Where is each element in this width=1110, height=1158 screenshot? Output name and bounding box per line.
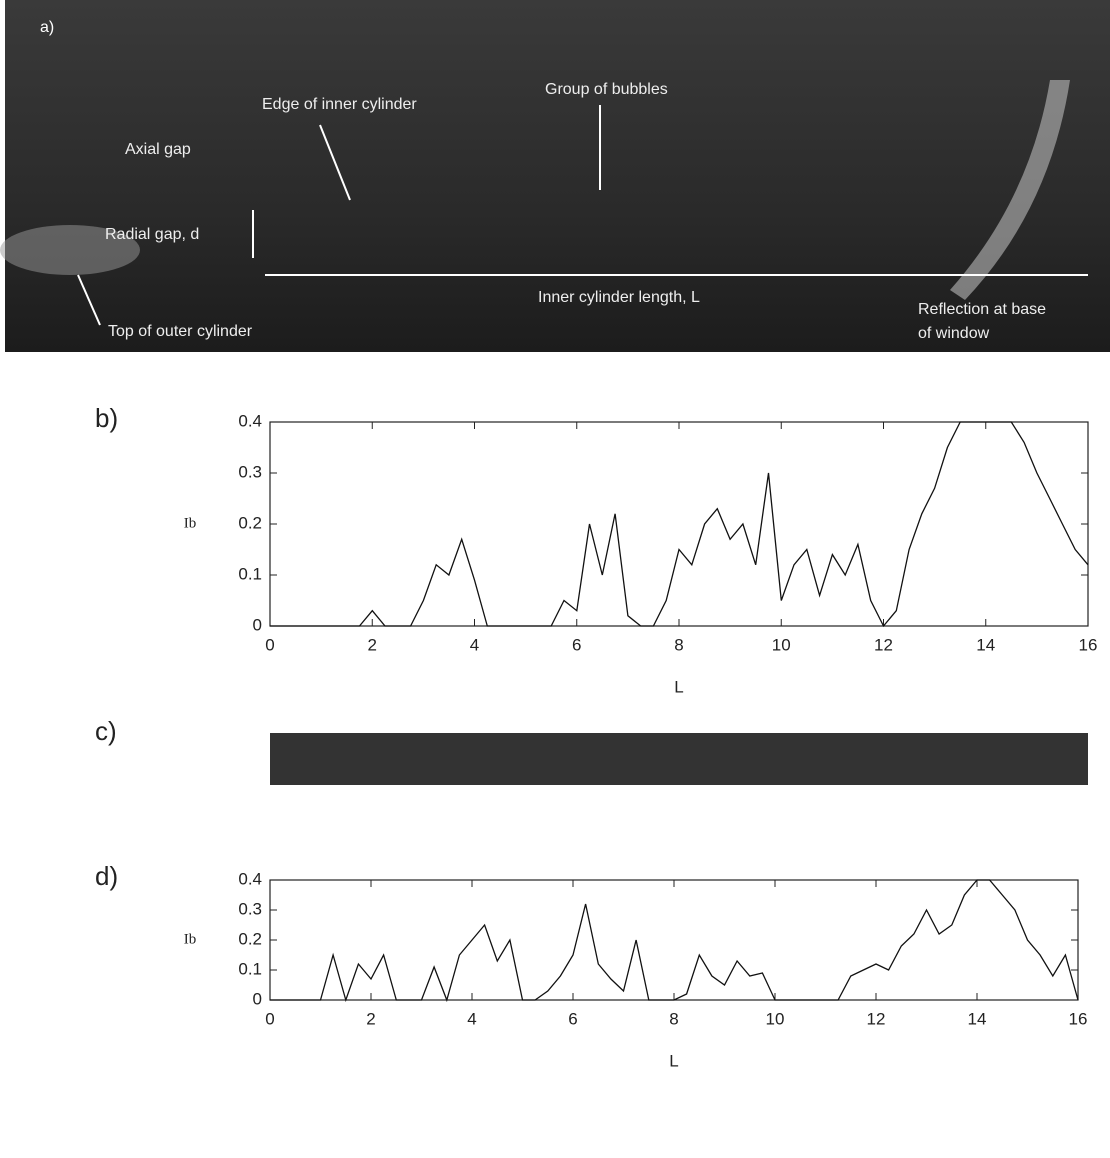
annotation: Top of outer cylinder	[108, 323, 253, 340]
reflection	[950, 80, 1070, 300]
y-tick-label: 0.4	[238, 869, 262, 888]
x-tick-label: 10	[772, 635, 791, 654]
x-tick-label: 6	[568, 1009, 577, 1028]
x-tick-label: 4	[467, 1009, 476, 1028]
x-tick-label: 2	[366, 1009, 375, 1028]
x-axis-label: L	[669, 1051, 678, 1070]
outer-top	[0, 225, 140, 275]
photo-a: a) Axial gap Edge of inner cylinder Grou…	[0, 0, 1110, 352]
annotation: Edge of inner cylinder	[262, 96, 417, 113]
annotation: Radial gap, d	[105, 226, 199, 243]
y-axis-label: Ib	[184, 515, 197, 531]
annotation: of window	[918, 325, 990, 342]
arrow	[319, 124, 351, 201]
y-tick-label: 0	[253, 615, 262, 634]
y-tick-label: 0.3	[238, 899, 262, 918]
plot-frame	[269, 421, 1089, 627]
data-line	[270, 421, 1089, 628]
x-tick-label: 12	[867, 1009, 886, 1028]
x-tick-label: 0	[265, 635, 274, 654]
panel-label: c)	[95, 716, 117, 746]
y-tick-label: 0	[253, 989, 262, 1008]
x-tick-label: 4	[470, 635, 479, 654]
annotation: Group of bubbles	[545, 81, 668, 98]
x-tick-label: 0	[265, 1009, 274, 1028]
x-tick-label: 8	[669, 1009, 678, 1028]
photo-c	[270, 733, 1088, 785]
annotation: Axial gap	[125, 141, 191, 158]
annotation: Inner cylinder length, L	[538, 289, 700, 306]
x-tick-label: 16	[1069, 1009, 1088, 1028]
x-tick-label: 2	[368, 635, 377, 654]
x-axis-label: L	[674, 677, 683, 696]
y-tick-label: 0.2	[238, 929, 262, 948]
y-tick-label: 0.1	[238, 564, 262, 583]
y-tick-label: 0.4	[238, 411, 262, 430]
data-line	[270, 879, 1079, 1003]
x-tick-label: 12	[874, 635, 893, 654]
y-axis-label: Ib	[184, 931, 197, 947]
y-tick-label: 0.3	[238, 462, 262, 481]
x-tick-label: 10	[766, 1009, 785, 1028]
panel-label: a)	[40, 19, 54, 36]
x-tick-label: 14	[968, 1009, 987, 1028]
panel-label: d)	[95, 861, 118, 891]
y-tick-label: 0.2	[238, 513, 262, 532]
y-tick-label: 0.1	[238, 959, 262, 978]
photo	[5, 0, 1110, 352]
arrow	[77, 274, 101, 326]
x-tick-label: 16	[1079, 635, 1098, 654]
x-tick-label: 8	[674, 635, 683, 654]
panel-label: b)	[95, 403, 118, 433]
x-tick-label: 14	[976, 635, 995, 654]
annotation: Reflection at base	[918, 301, 1046, 318]
x-tick-label: 6	[572, 635, 581, 654]
